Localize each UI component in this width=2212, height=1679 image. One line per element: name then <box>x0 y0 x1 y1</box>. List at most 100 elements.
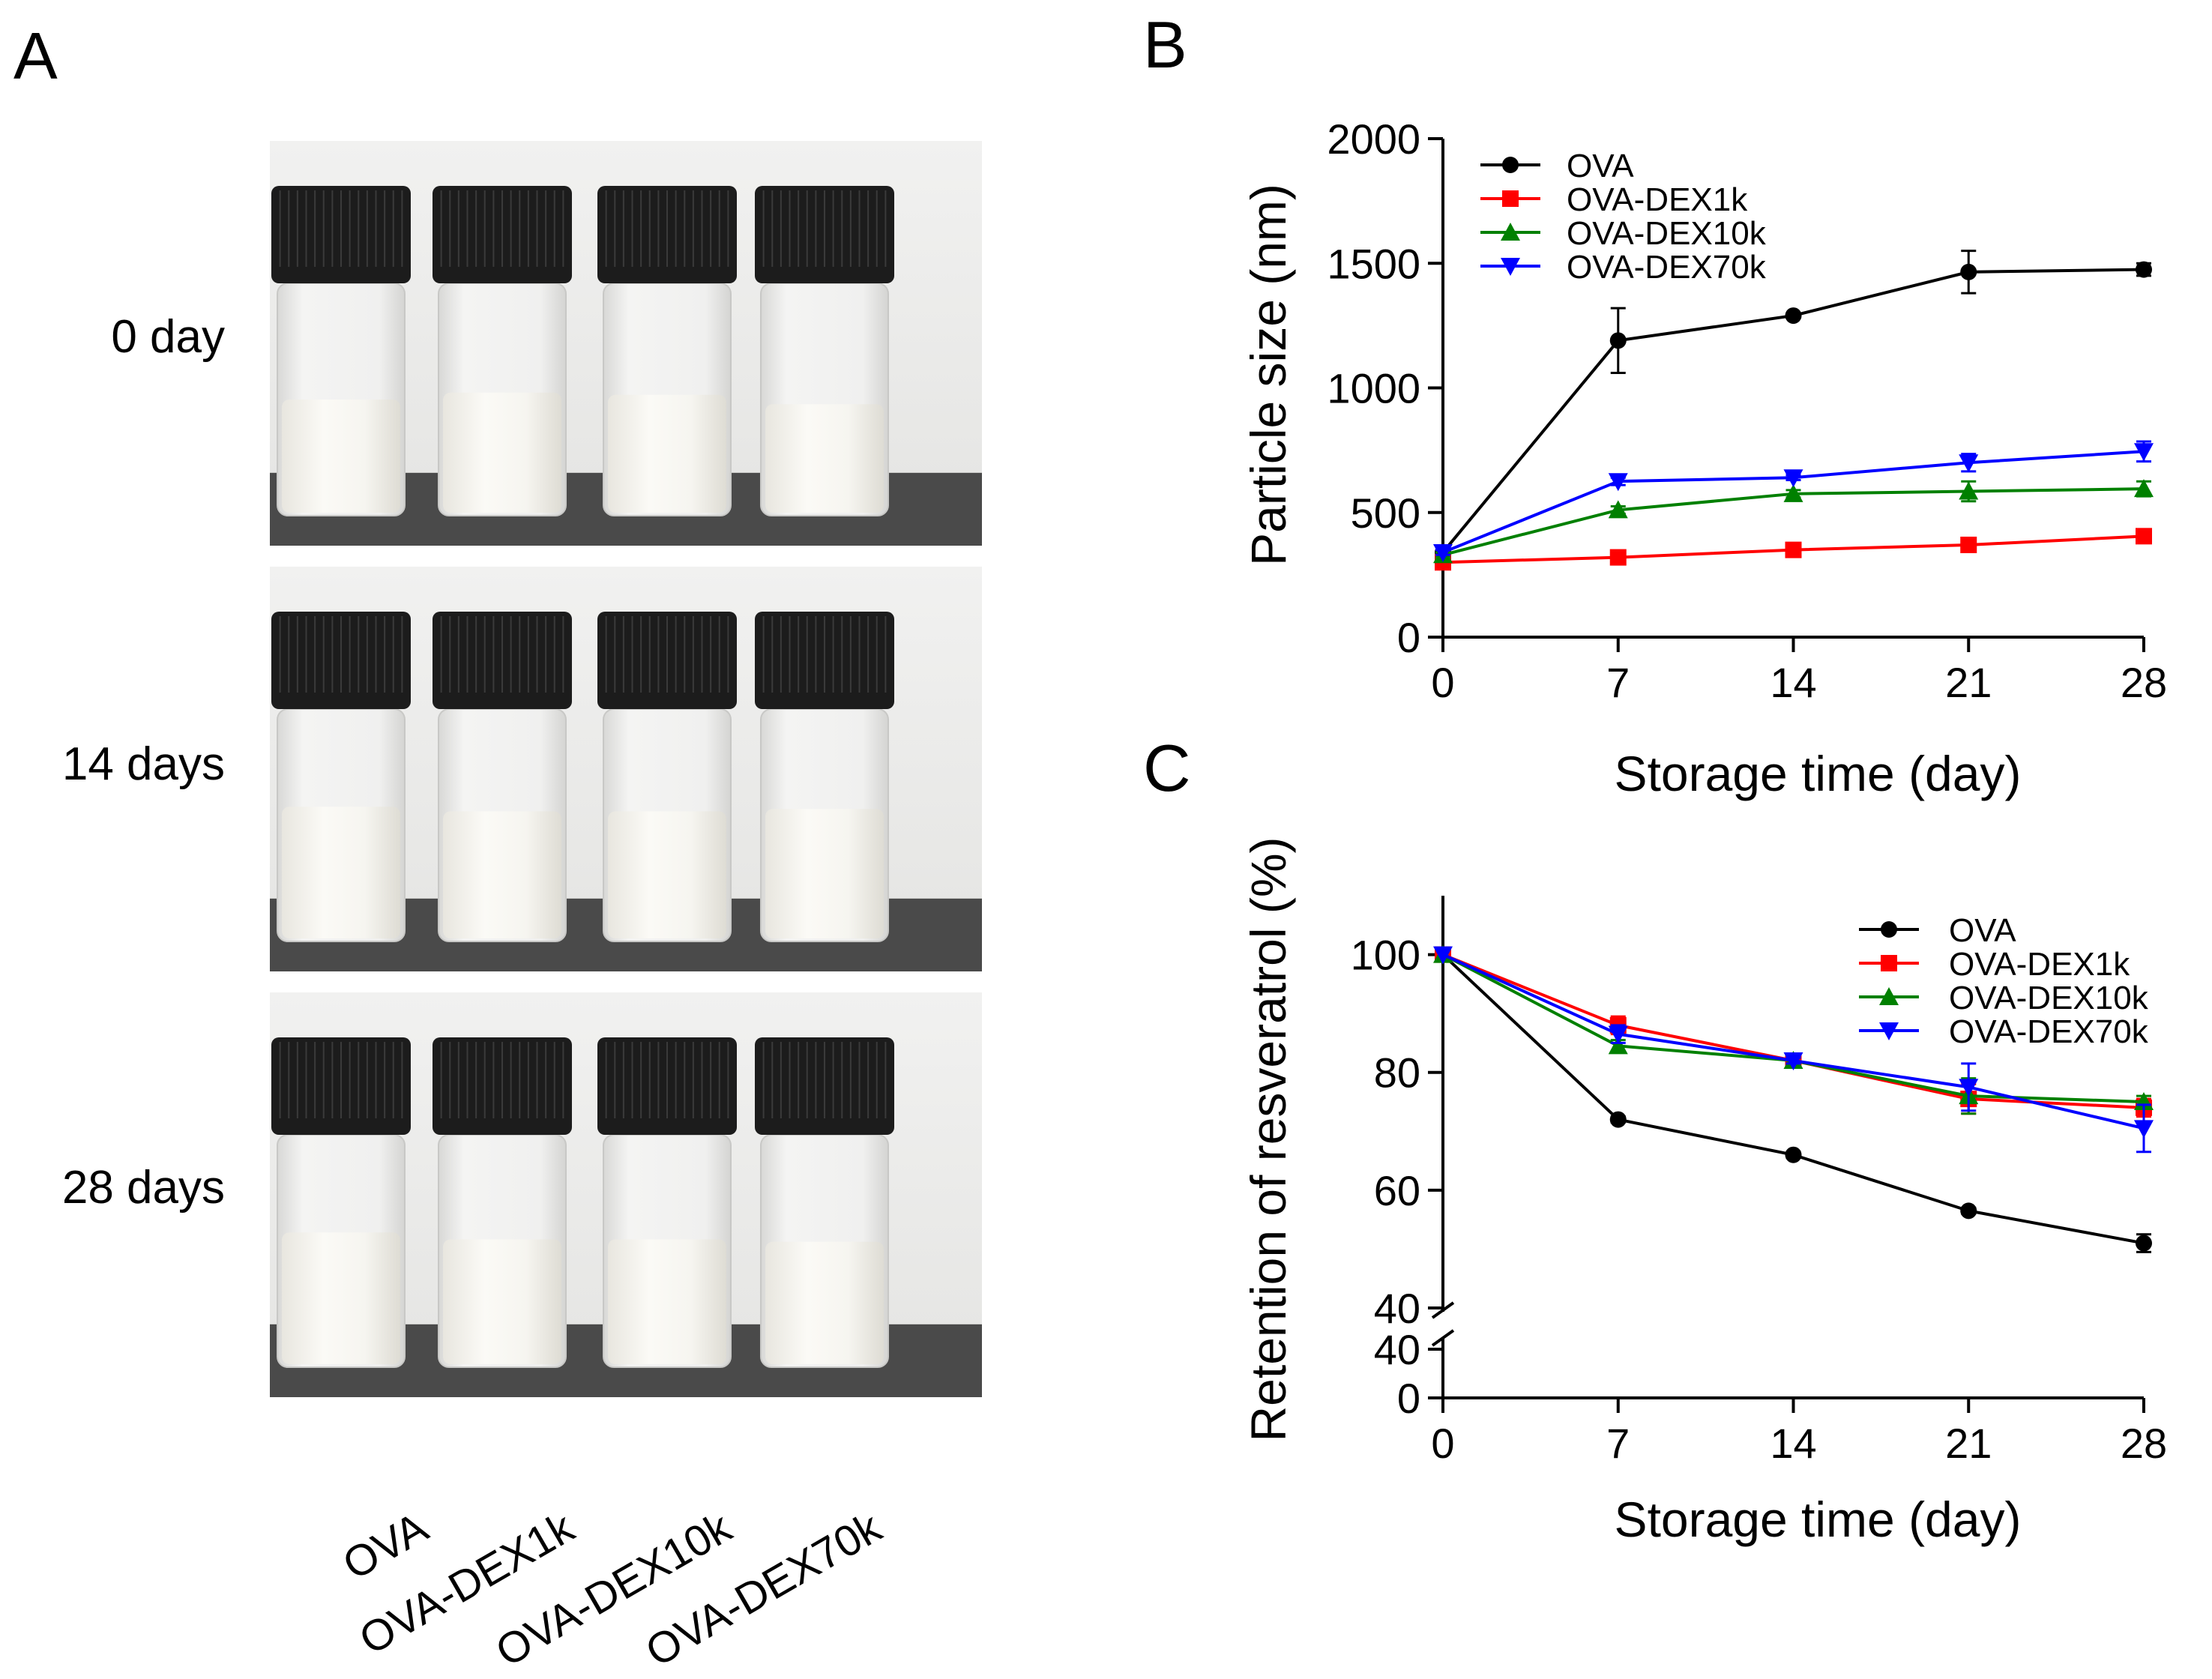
b-point-ova-dex10k <box>1608 500 1628 519</box>
b-x-tick-label: 0 <box>1431 659 1454 706</box>
b-x-tick-label: 14 <box>1770 659 1816 706</box>
vial-photo <box>270 567 982 971</box>
b-point-ova-dex1k <box>1785 541 1802 558</box>
b-y-axis-label: Particle size (nm) <box>1241 184 1296 566</box>
b-y-tick-label: 2000 <box>1327 115 1420 163</box>
c-point-ova-dex70k <box>1959 1079 1979 1097</box>
b-point-ova-dex10k <box>1783 483 1803 502</box>
b-legend-label: OVA <box>1567 148 1634 184</box>
b-point-ova <box>1785 307 1802 325</box>
c-series-ova <box>1435 946 2152 1253</box>
retention-chart: Retention of resveratrol (%) Storage tim… <box>1241 837 2167 1548</box>
b-point-ova-dex70k <box>1959 454 1979 473</box>
b-y-tick-label: 1000 <box>1327 365 1420 412</box>
c-point-ova <box>2136 1235 2152 1252</box>
c-y-tick-label-lower: 40 <box>1374 1326 1420 1373</box>
c-x-axis-label: Storage time (day) <box>1615 1492 2022 1547</box>
b-x-tick-label: 28 <box>2121 659 2167 706</box>
vial-emulsion <box>282 400 400 513</box>
c-y-tick-label: 80 <box>1374 1049 1420 1097</box>
photo-panel: 0 day 14 days 28 days OVA OVA-DEX1k OVA-… <box>62 141 982 1676</box>
b-point-ova-dex70k <box>2134 443 2154 462</box>
b-legend-marker <box>1502 157 1519 173</box>
vial-emulsion <box>282 1232 400 1364</box>
c-legend-label: OVA-DEX10k <box>1949 980 2149 1016</box>
c-x-tick-label: 7 <box>1606 1420 1630 1467</box>
row-label-1: 14 days <box>62 738 225 790</box>
panel-label-a: A <box>13 19 58 93</box>
vial-emulsion <box>443 811 561 938</box>
c-y-tick-label: 100 <box>1351 932 1420 979</box>
vial-emulsion <box>608 1239 726 1364</box>
vial <box>755 1037 894 1368</box>
c-legend-marker <box>1881 921 1897 938</box>
c-y-tick-label: 40 <box>1374 1285 1420 1332</box>
c-series-ova-dex70k <box>1433 946 2154 1154</box>
c-y-axis-label: Retention of resveratrol (%) <box>1241 837 1296 1442</box>
vial <box>433 612 572 942</box>
b-legend-label: OVA-DEX1k <box>1567 181 1748 218</box>
c-axis-break-mark <box>1431 1301 1455 1319</box>
b-point-ova-dex10k <box>2134 479 2154 498</box>
b-point-ova-dex1k <box>1960 536 1977 553</box>
c-x-tick-label: 0 <box>1431 1420 1454 1467</box>
c-point-ova-dex70k <box>1433 946 1453 965</box>
particle-size-chart: Particle size (nm) Storage time (day) 0 5… <box>1241 115 2167 801</box>
b-series-ova <box>1435 250 2152 561</box>
b-legend-label: OVA-DEX70k <box>1567 249 1767 286</box>
vial-emulsion <box>282 807 400 938</box>
b-y-tick-label: 1500 <box>1327 240 1420 287</box>
b-series-ova-dex1k <box>1435 528 2152 571</box>
vial-emulsion <box>765 809 884 938</box>
c-point-ova-dex70k <box>2134 1120 2154 1139</box>
vial <box>271 186 411 516</box>
b-point-ova-dex70k <box>1783 469 1803 488</box>
vial-emulsion <box>608 394 726 513</box>
sample-label-0: OVA <box>335 1503 436 1590</box>
c-point-ova <box>1785 1146 1802 1163</box>
c-point-ova <box>1609 1111 1627 1128</box>
b-legend-marker <box>1501 223 1520 241</box>
panel-label-c: C <box>1143 731 1191 805</box>
b-point-ova-dex70k <box>1608 473 1628 492</box>
b-legend-marker <box>1501 258 1520 276</box>
b-point-ova-dex1k <box>2136 528 2152 545</box>
c-x-tick-label: 28 <box>2121 1420 2167 1467</box>
b-point-ova-dex10k <box>1959 481 1979 500</box>
b-series-ova-dex10k <box>1433 479 2154 564</box>
c-legend-marker <box>1879 1022 1899 1040</box>
c-legend-label: OVA-DEX70k <box>1949 1013 2149 1050</box>
b-point-ova-dex1k <box>1609 549 1627 566</box>
vial-emulsion <box>443 392 561 513</box>
vial <box>755 186 894 516</box>
c-point-ova-dex70k <box>1608 1025 1628 1044</box>
c-y-tick-label-lower: 0 <box>1397 1375 1420 1422</box>
b-x-tick-label: 21 <box>1945 659 1992 706</box>
vial-emulsion <box>765 404 884 513</box>
b-point-ova-dex70k <box>1433 543 1453 562</box>
vial <box>597 186 737 516</box>
b-legend-marker <box>1502 190 1519 207</box>
b-x-tick-label: 7 <box>1606 659 1630 706</box>
vial-photo <box>270 992 982 1397</box>
c-x-tick-label: 21 <box>1945 1420 1992 1467</box>
vial <box>597 612 737 942</box>
b-legend-label: OVA-DEX10k <box>1567 215 1767 252</box>
panel-label-b: B <box>1143 7 1187 82</box>
vial <box>755 612 894 942</box>
row-label-2: 28 days <box>62 1162 225 1214</box>
c-legend-label: OVA-DEX1k <box>1949 946 2130 983</box>
vial <box>271 1037 411 1368</box>
b-y-tick-label: 0 <box>1397 614 1420 661</box>
c-legend-marker <box>1879 987 1899 1005</box>
c-legend-label: OVA <box>1949 912 2016 949</box>
b-y-tick-label: 500 <box>1351 489 1420 537</box>
vial-photo <box>270 141 982 546</box>
b-point-ova <box>1609 332 1627 349</box>
vial-emulsion <box>443 1239 561 1364</box>
c-point-ova <box>1960 1202 1977 1220</box>
vial <box>271 612 411 942</box>
b-point-ova <box>1960 263 1977 280</box>
